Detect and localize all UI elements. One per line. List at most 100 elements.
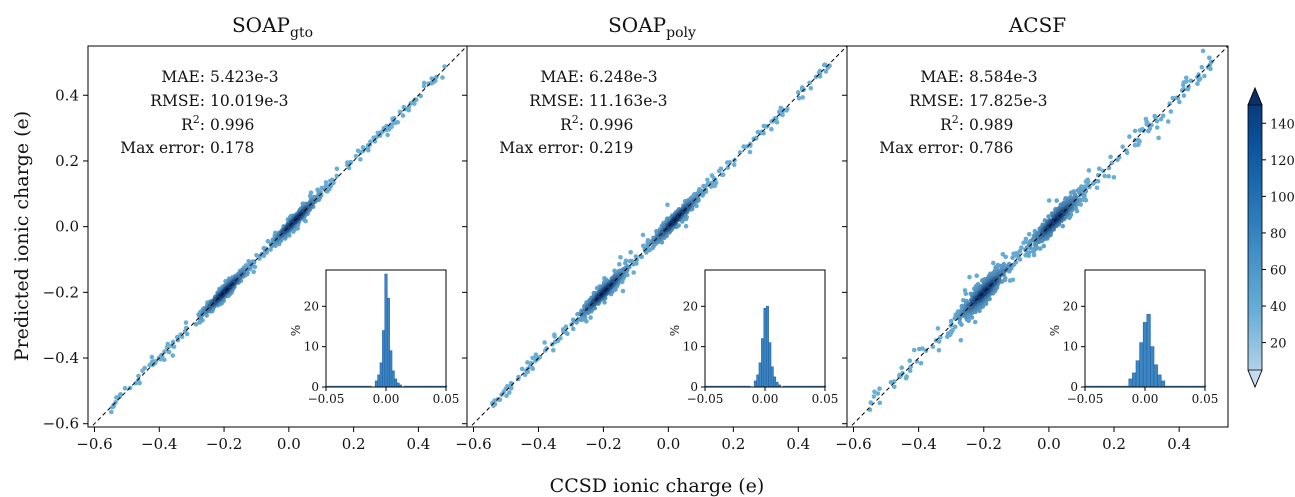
histogram-tail-bar [1099, 385, 1103, 387]
colorbar-extend-min [1247, 369, 1263, 389]
y-tick-label: 0.2 [55, 152, 79, 170]
scatter-point [1205, 65, 1211, 70]
scatter-point [563, 324, 569, 330]
histogram-tail-bar [411, 385, 414, 387]
scatter-point [360, 145, 366, 150]
histogram-tail-bar [714, 385, 717, 387]
histogram-tail-bar [335, 385, 338, 387]
scatter-point [891, 379, 897, 384]
histogram-tail-bar [1170, 385, 1174, 387]
inset-y-tick-label: 0 [1070, 380, 1078, 394]
histogram-tail-bar [816, 385, 819, 387]
scatter-point [1086, 168, 1092, 173]
y-axis-label: Predicted ionic charge (e) [11, 111, 33, 361]
colorbar-extend-max [1247, 86, 1263, 106]
histogram-bar [768, 342, 772, 388]
stat-value: 0.996 [210, 116, 254, 134]
x-tick-label: −0.2 [206, 435, 242, 453]
scatter-point [1154, 125, 1160, 130]
scatter-point [751, 136, 757, 142]
y-tick-label: −0.4 [43, 349, 79, 367]
scatter-point [821, 62, 827, 68]
histogram-bar [1146, 314, 1151, 388]
scatter-point [1146, 128, 1151, 134]
scatter-point [900, 371, 905, 376]
scatter-point [823, 69, 829, 74]
scatter-point [193, 322, 199, 327]
scatter-point [323, 180, 329, 185]
scatter-point [1094, 185, 1100, 191]
scatter-point [872, 389, 877, 395]
histogram-tail-bar [345, 385, 348, 387]
scatter-point [1170, 95, 1176, 101]
scatter-point [179, 334, 185, 340]
scatter-point [1156, 135, 1161, 141]
scatter-point [1106, 174, 1111, 179]
colorbar-tick-label: 140 [1270, 117, 1295, 132]
scatter-point [778, 105, 783, 111]
scatter-point [920, 346, 925, 351]
histogram-bar [761, 338, 765, 388]
scatter-point [251, 269, 256, 275]
scatter-point [725, 165, 731, 170]
histogram-tail-bar [799, 385, 803, 387]
histogram-tail-bar [1202, 385, 1207, 387]
colorbar-tick-label: 80 [1270, 227, 1287, 242]
scatter-point [963, 291, 969, 297]
histogram-tail-bar [733, 385, 737, 387]
stat-label: MAE: [161, 68, 205, 86]
histogram-tail-bar [326, 385, 329, 387]
scatter-point [588, 315, 593, 320]
scatter-point [118, 392, 123, 397]
histogram-bar [1153, 364, 1158, 388]
scatter-point [899, 365, 904, 371]
inset-y-label: % [289, 325, 303, 336]
histogram-tail-bar [795, 385, 798, 387]
histogram-bar [758, 362, 762, 388]
scatter-point [418, 93, 424, 99]
histogram-bar [753, 380, 757, 388]
histogram-bar [1157, 374, 1162, 388]
scatter-point [412, 97, 418, 102]
histogram-tail-bar [717, 385, 720, 387]
stat-label: Max error: [879, 139, 964, 157]
scatter-point [618, 254, 623, 260]
stat-label: MAE: [540, 68, 584, 86]
scatter-point [808, 85, 814, 91]
scatter-point [907, 358, 913, 364]
histogram-tail-bar [724, 385, 727, 387]
inset-y-tick-label: 20 [304, 299, 319, 313]
scatter-point [967, 274, 972, 280]
scatter-panel-2: −0.6 −0.4 −0.2 0.0 0.2 0.4 SOAPpoly MAE: 6.248e-… [455, 13, 848, 453]
inset-x-tick-label: −0.05 [687, 392, 724, 406]
histogram-tail-bar [748, 385, 751, 387]
histogram-tail-bar [357, 385, 360, 387]
histogram-tail-bar [1121, 385, 1125, 387]
scatter-point [426, 81, 432, 86]
scatter-point [334, 173, 340, 179]
x-tick-label: −0.6 [455, 435, 491, 453]
panel-title-subscript: poly [666, 25, 696, 41]
scatter-point [544, 346, 549, 351]
scatter-point [1046, 214, 1051, 219]
scatter-point [1199, 64, 1205, 70]
histogram-bar [394, 378, 398, 388]
scatter-point [892, 384, 897, 390]
histogram-tail-bar [719, 385, 722, 387]
stat-label: RMSE: [150, 92, 205, 110]
scatter-point [558, 335, 563, 341]
colorbar-tick-label: 120 [1270, 154, 1295, 169]
scatter-point [504, 393, 509, 399]
histogram-tail-bar [432, 385, 436, 387]
inset-y-tick-label: 10 [304, 340, 319, 354]
stat-value: 0.219 [589, 139, 633, 157]
scatter-point [719, 172, 725, 177]
histogram-tail-bar [802, 385, 805, 387]
scatter-point [142, 365, 147, 371]
scatter-point [950, 327, 955, 333]
scatter-point [400, 113, 406, 118]
stat-value: 6.248e-3 [589, 68, 658, 86]
scatter-point [1200, 48, 1206, 54]
scatter-point [991, 260, 996, 266]
scatter-point [1158, 116, 1164, 122]
